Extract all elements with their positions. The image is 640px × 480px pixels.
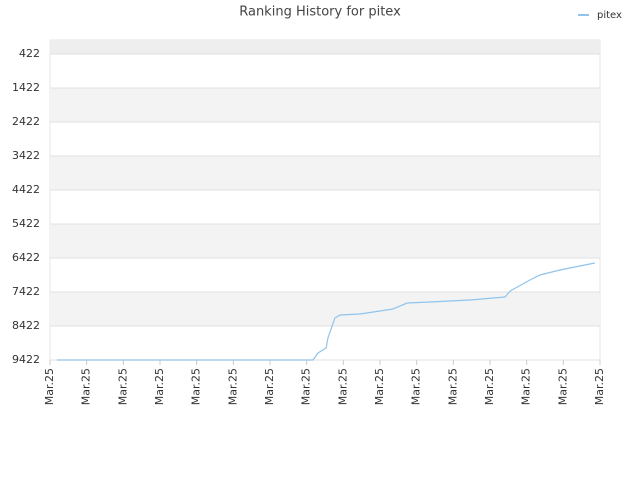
- x-tick-label: Mar.25: [190, 368, 203, 405]
- legend-label: pitex: [597, 10, 622, 21]
- data-line: [56, 262, 595, 361]
- x-tick-label: Mar.25: [520, 368, 533, 405]
- x-tick-label: Mar.25: [263, 368, 276, 405]
- x-tick-label: Mar.25: [300, 368, 313, 405]
- y-tick-label: 9422: [12, 353, 40, 366]
- y-tick-label: 3422: [12, 149, 40, 162]
- chart-title: Ranking History for pitex: [239, 5, 401, 20]
- x-tick-label: Mar.25: [556, 368, 569, 405]
- y-tick-label: 7422: [12, 285, 40, 298]
- band: [50, 224, 600, 259]
- y-tick-label: 2422: [12, 115, 40, 128]
- x-tick-label: Mar.25: [446, 368, 459, 405]
- x-tick-label: Mar.25: [410, 368, 423, 405]
- band: [50, 292, 600, 327]
- y-tick-label: 5422: [12, 217, 40, 230]
- x-tick-label: Mar.25: [336, 368, 349, 405]
- band: [50, 88, 600, 123]
- band: [50, 156, 600, 191]
- x-tick-label: Mar.25: [116, 368, 129, 405]
- x-tick-label: Mar.25: [226, 368, 239, 405]
- x-tick-label: Mar.25: [593, 368, 606, 405]
- band: [50, 40, 600, 55]
- x-tick-label: Mar.25: [43, 368, 56, 405]
- y-tick-label: 422: [19, 47, 40, 60]
- x-tick-label: Mar.25: [373, 368, 386, 405]
- x-tick-label: Mar.25: [153, 368, 166, 405]
- y-tick-label: 6422: [12, 251, 40, 264]
- y-tick-label: 1422: [12, 81, 40, 94]
- y-tick-label: 8422: [12, 319, 40, 332]
- y-tick-label: 4422: [12, 183, 40, 196]
- x-tick-label: Mar.25: [80, 368, 93, 405]
- x-tick-label: Mar.25: [483, 368, 496, 405]
